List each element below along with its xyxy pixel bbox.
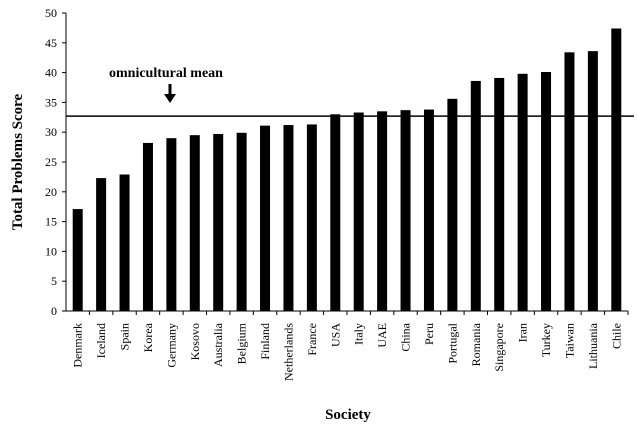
x-tick-label: Belgium [235, 322, 249, 364]
y-tick-label: 5 [51, 274, 57, 288]
x-tick-label: UAE [375, 323, 389, 348]
x-tick-label: USA [328, 323, 342, 347]
x-axis-tick-labels: Denmark Iceland Spain Korea Germany Kosovo Aus… [71, 311, 629, 381]
bar-romania [470, 80, 481, 311]
bar-germany [166, 138, 177, 311]
x-tick-label: Turkey [539, 323, 553, 357]
down-arrow-icon [164, 84, 176, 103]
y-axis-ticks: 0 5 10 15 20 25 30 35 40 45 50 [45, 6, 66, 318]
x-tick-label: Italy [352, 323, 366, 345]
bar-netherlands [283, 125, 294, 311]
x-tick-label: Spain [118, 323, 132, 350]
x-tick-label: France [305, 323, 319, 356]
x-tick-label: Romania [469, 322, 483, 366]
x-tick-label: Portugal [445, 322, 459, 363]
y-tick-label: 35 [45, 95, 57, 109]
x-tick-label: Lithuania [586, 322, 600, 369]
y-tick-label: 45 [45, 36, 57, 50]
bar-china [400, 110, 411, 311]
y-tick-label: 50 [45, 6, 57, 20]
x-tick-label: Australia [211, 322, 225, 367]
y-tick-label: 15 [45, 215, 57, 229]
bar-finland [260, 125, 271, 311]
x-tick-label: Taiwan [562, 323, 576, 358]
bar-kosovo [189, 135, 200, 311]
bar-lithuania [587, 51, 598, 311]
bar-belgium [236, 132, 247, 311]
x-tick-label: Finland [258, 323, 272, 360]
x-tick-label: China [399, 322, 413, 351]
x-tick-label: Iceland [94, 323, 108, 358]
x-tick-label: Iran [516, 323, 530, 342]
omnicultural-mean-label: omnicultural mean [109, 66, 223, 81]
bar-uae [377, 111, 388, 311]
bar-korea [142, 142, 153, 311]
bar-spain [119, 174, 130, 311]
bar-chile [611, 28, 622, 311]
x-tick-label: Peru [422, 323, 436, 345]
bar-usa [330, 114, 341, 311]
y-axis-title: Total Problems Score [10, 93, 26, 230]
arrow-shaft [168, 84, 172, 95]
y-tick-label: 25 [45, 155, 57, 169]
bar-turkey [541, 72, 552, 311]
x-tick-label: Netherlands [281, 323, 295, 381]
bar-denmark [72, 209, 83, 311]
bar-italy [353, 112, 364, 311]
x-tick-label: Korea [141, 322, 155, 352]
y-tick-label: 20 [45, 185, 57, 199]
y-tick-label: 10 [45, 244, 57, 258]
bars [72, 28, 622, 312]
bar-australia [213, 133, 224, 311]
arrow-head [164, 94, 176, 103]
y-tick-label: 0 [51, 304, 57, 318]
x-tick-label: Denmark [71, 323, 85, 368]
bar-peru [423, 109, 434, 311]
bar-iran [517, 73, 528, 312]
bar-singapore [494, 77, 505, 312]
x-tick-label: Chile [609, 323, 623, 349]
x-tick-label: Singapore [492, 323, 506, 372]
bar-france [306, 124, 317, 312]
bar-portugal [447, 98, 458, 311]
y-tick-label: 30 [45, 125, 57, 139]
bar-taiwan [564, 52, 575, 311]
bar-iceland [96, 178, 107, 311]
y-tick-label: 40 [45, 66, 57, 80]
x-tick-label: Kosovo [188, 323, 202, 360]
x-axis-title: Society [325, 407, 371, 423]
x-tick-label: Germany [164, 323, 178, 368]
